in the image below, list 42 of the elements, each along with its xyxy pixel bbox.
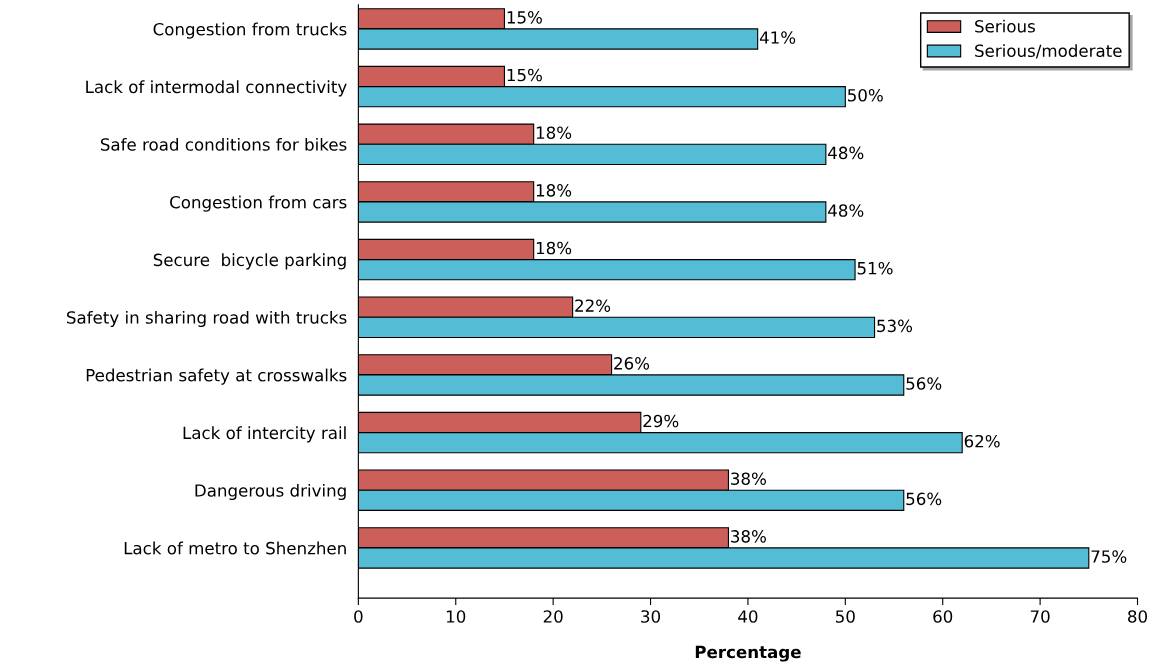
- data-label: 38%: [731, 530, 766, 543]
- data-label: 15%: [507, 68, 542, 82]
- y-tick-label: Secure bicycle parking: [153, 253, 346, 270]
- data-label: 75%: [1091, 550, 1127, 563]
- y-tick-label: Lack of intermodal connectivity: [86, 80, 347, 97]
- y-tick-label: Congestion from cars: [170, 195, 347, 212]
- data-label: 15%: [507, 11, 542, 24]
- data-label: 53%: [877, 319, 913, 333]
- data-label: 22%: [575, 299, 611, 312]
- y-tick-label: Lack of metro to Shenzhen: [124, 541, 346, 555]
- y-tick-label: Dangerous driving: [195, 483, 346, 501]
- x-tick-label: 40: [738, 610, 758, 623]
- data-label: 50%: [848, 88, 883, 102]
- x-tick-label: 80: [1128, 610, 1147, 623]
- data-label: 26%: [614, 357, 650, 370]
- data-label: 38%: [731, 472, 766, 485]
- data-label: 29%: [643, 414, 679, 428]
- x-tick-label: 20: [543, 610, 563, 623]
- data-label: 41%: [759, 31, 796, 44]
- x-tick-label: 50: [836, 610, 855, 623]
- x-tick-label: 60: [933, 610, 953, 623]
- x-tick-label: 30: [641, 610, 661, 623]
- data-label: 18%: [536, 241, 572, 255]
- legend-label: Serious: [975, 19, 1035, 33]
- y-tick-label: Safe road conditions for bikes: [100, 137, 347, 151]
- data-label: 48%: [828, 204, 864, 217]
- data-label: 18%: [536, 184, 572, 197]
- data-label: 56%: [906, 492, 942, 506]
- legend-label: Serious/moderate: [975, 44, 1122, 59]
- data-label: 18%: [536, 126, 572, 139]
- data-label: 56%: [906, 377, 942, 390]
- x-tick-label: 10: [446, 610, 466, 623]
- data-label: 51%: [857, 261, 893, 275]
- x-axis-title: Percentage: [695, 645, 801, 662]
- y-tick-label: Lack of intercity rail: [183, 426, 346, 443]
- x-tick-label: 70: [1030, 610, 1050, 623]
- y-tick-label: Congestion from trucks: [153, 22, 347, 39]
- data-label: 48%: [828, 146, 864, 160]
- data-label: 62%: [964, 434, 1000, 448]
- x-tick-label: 0: [354, 610, 363, 623]
- y-tick-label: Pedestrian safety at crosswalks: [86, 368, 347, 385]
- y-tick-label: Safety in sharing road with trucks: [67, 310, 347, 328]
